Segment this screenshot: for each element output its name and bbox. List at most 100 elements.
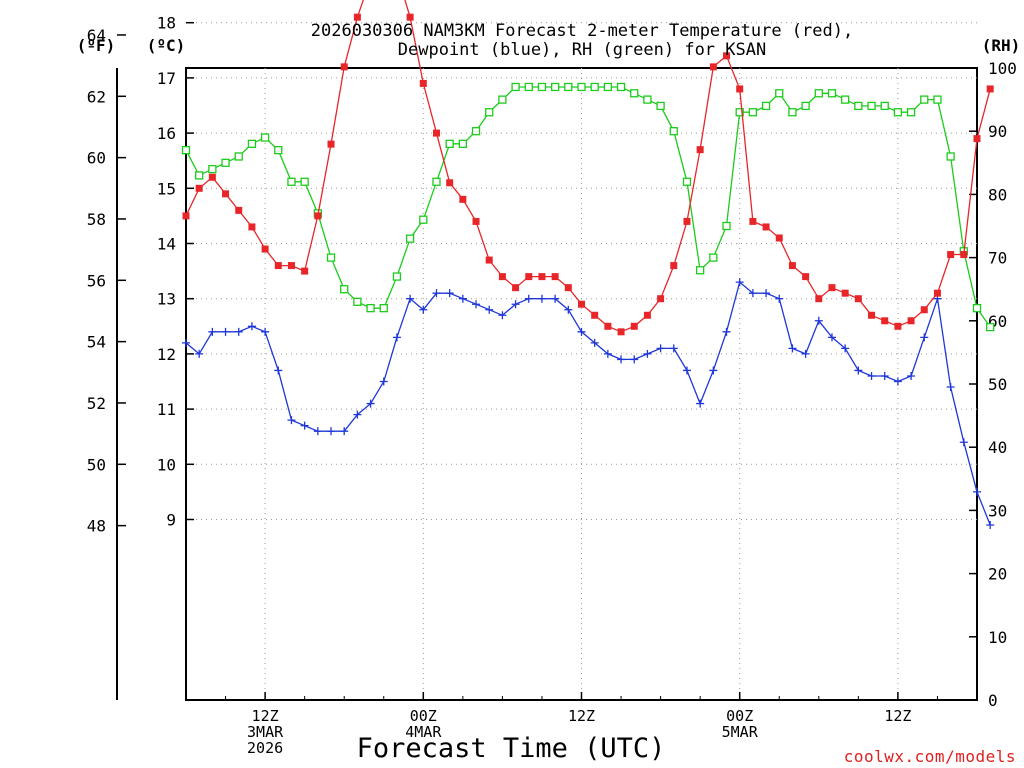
temperature-point (485, 256, 493, 264)
rh-point (379, 304, 388, 313)
dewpoint-point (801, 349, 810, 358)
dewpoint-point (472, 300, 481, 309)
x-tick-label: 4MAR (405, 723, 442, 741)
fahrenheit-tick-label: 58 (87, 210, 106, 229)
rh-point (537, 82, 547, 92)
temperature-point (182, 212, 190, 220)
rh-tick-label: 10 (988, 628, 1007, 647)
dewpoint-point (973, 487, 981, 496)
temperature-point (723, 52, 731, 60)
dewpoint-point (669, 344, 678, 353)
temperature-point (248, 223, 256, 231)
fahrenheit-tick-label: 52 (87, 394, 106, 413)
temperature-point (709, 63, 717, 71)
rh-point (748, 108, 758, 117)
temperature-point (762, 223, 770, 231)
fahrenheit-axis-label: (ºF) (77, 36, 116, 55)
dewpoint-point (392, 333, 401, 342)
dewpoint-point (379, 377, 388, 386)
dewpoint-point (722, 327, 731, 336)
dewpoint-point (208, 327, 217, 336)
dewpoint-point (643, 349, 652, 358)
dewpoint-point (709, 366, 718, 375)
rh-point (722, 221, 731, 231)
fahrenheit-tick-label: 62 (87, 87, 106, 106)
rh-point (867, 101, 876, 111)
dewpoint-point (340, 427, 349, 436)
rh-point (920, 95, 929, 104)
fahrenheit-tick-label: 50 (87, 455, 106, 474)
temperature-point (604, 322, 612, 330)
fahrenheit-tick-label: 48 (87, 517, 106, 536)
dewpoint-point (524, 294, 533, 303)
rh-tick-label: 90 (988, 122, 1007, 141)
rh-point (353, 297, 362, 306)
temperature-point (986, 85, 994, 93)
temperature-point (683, 217, 691, 225)
dewpoint-point (366, 399, 375, 408)
x-tick-label: 5MAR (722, 723, 759, 741)
dewpoint-point (195, 349, 204, 358)
celsius-tick-label: 9 (166, 511, 176, 530)
rh-point (511, 82, 520, 92)
temperature-point (881, 317, 889, 325)
temperature-point (802, 273, 810, 281)
dewpoint-point (920, 333, 929, 342)
temperature-point (630, 322, 638, 330)
dewpoint-point (221, 327, 230, 336)
rh-point (392, 272, 402, 281)
temperature-point (314, 212, 322, 220)
celsius-tick-label: 13 (157, 290, 176, 309)
temperature-point (920, 306, 928, 314)
x-tick-label: 12Z (568, 707, 595, 725)
rh-point (445, 139, 454, 148)
temperature-point (696, 146, 704, 154)
dewpoint-point (748, 289, 757, 298)
temperature-series (182, 0, 994, 336)
dewpoint-point (406, 294, 415, 303)
dewpoint-point (696, 399, 705, 408)
temperature-point (419, 79, 427, 87)
celsius-tick-label: 12 (157, 345, 176, 364)
chart-title-line-2: Dewpoint (blue), RH (green) for KSAN (398, 40, 766, 60)
temperature-point (432, 129, 440, 137)
dewpoint-point (735, 278, 744, 287)
rh-point (841, 95, 850, 104)
rh-tick-label: 40 (988, 438, 1007, 457)
temperature-point (960, 251, 968, 259)
dewpoint-point (432, 289, 441, 298)
dewpoint-point (880, 371, 889, 380)
temperature-point (973, 135, 981, 143)
dewpoint-point (788, 344, 797, 353)
x-tick-label: 00Z (410, 707, 437, 725)
temperature-point (591, 311, 599, 319)
rh-point (432, 177, 441, 186)
dewpoint-point (511, 300, 520, 309)
temperature-point (301, 267, 309, 275)
rh-point (682, 177, 692, 186)
temperature-point (657, 295, 665, 303)
temperature-point (327, 140, 335, 148)
rh-series (181, 82, 995, 332)
rh-tick-label: 100 (988, 59, 1017, 78)
dewpoint-point (617, 355, 626, 364)
rh-point (986, 322, 995, 332)
dewpoint-point (603, 349, 612, 358)
temperature-point (868, 311, 876, 319)
rh-point (221, 158, 230, 167)
dewpoint-point (577, 327, 586, 336)
dewpoint-point (656, 344, 665, 353)
dewpoint-point (287, 416, 296, 425)
dewpoint-point (327, 427, 336, 436)
rh-point (419, 215, 428, 224)
rh-point (524, 82, 533, 92)
source-credit: coolwx.com/models (844, 747, 1016, 766)
rh-point (260, 133, 270, 142)
celsius-tick-label: 11 (157, 400, 176, 419)
dewpoint-point (762, 289, 771, 298)
dewpoint-point (485, 305, 494, 314)
dewpoint-point (419, 305, 428, 314)
temperature-point (933, 289, 941, 297)
dewpoint-point (590, 338, 599, 347)
dewpoint-point (867, 371, 876, 380)
